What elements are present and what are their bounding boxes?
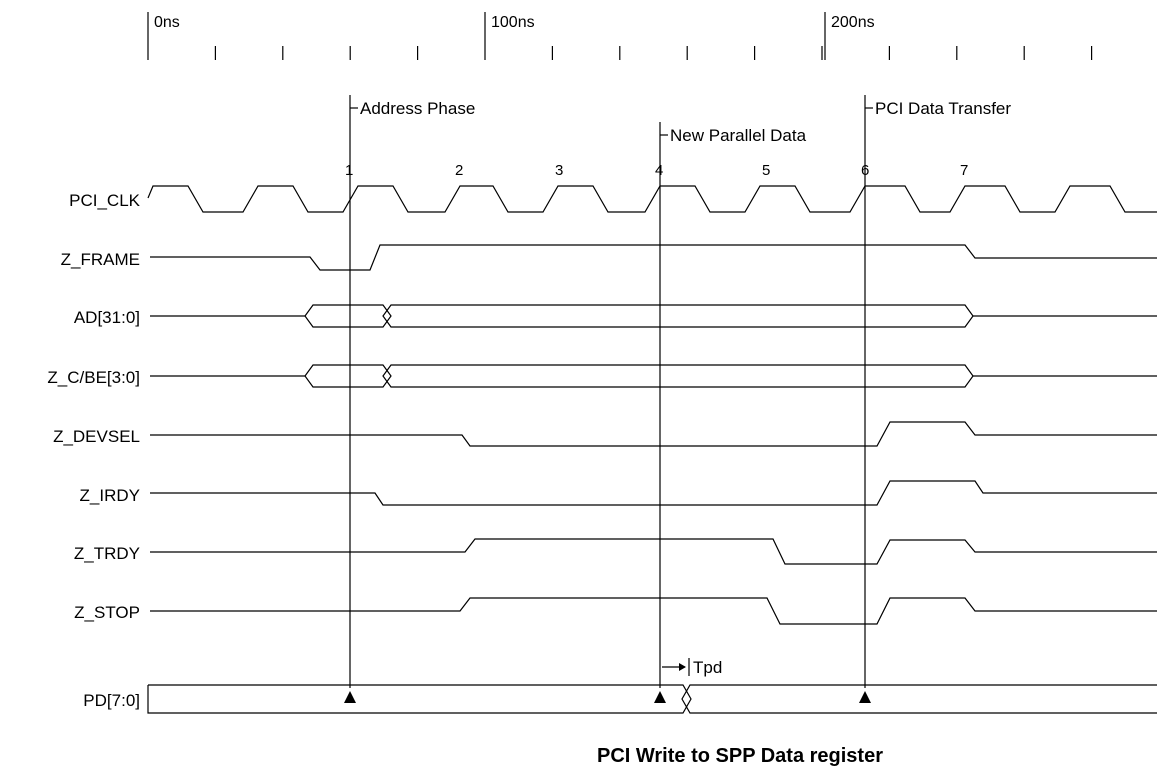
signal-label-pd: PD[7:0] <box>83 691 140 710</box>
pd-marker-3 <box>859 691 871 703</box>
marker-label-address-phase: Address Phase <box>360 99 475 118</box>
marker-label-pci-data-transfer: PCI Data Transfer <box>875 99 1011 118</box>
pd-segment-0 <box>147 684 692 714</box>
marker-label-new-parallel-data: New Parallel Data <box>670 126 807 145</box>
edge-label-6: 6 <box>861 162 869 179</box>
wave-z-devsel <box>150 421 1157 447</box>
cbe-segment-1 <box>304 364 392 388</box>
ruler-label-200ns: 200ns <box>831 14 875 31</box>
edge-label-2: 2 <box>455 162 463 179</box>
signal-label-pci-clk: PCI_CLK <box>69 191 141 210</box>
edge-label-3: 3 <box>555 162 563 179</box>
wave-z-stop <box>150 597 1157 625</box>
signal-label-z-trdy: Z_TRDY <box>74 544 140 563</box>
signal-label-z-devsel: Z_DEVSEL <box>53 427 140 446</box>
pd-segment-1 <box>681 684 1157 714</box>
tpd-label: Tpd <box>693 658 722 677</box>
edge-label-5: 5 <box>762 162 770 179</box>
ad-segment-2 <box>382 304 974 328</box>
signal-label-z-irdy: Z_IRDY <box>80 486 140 505</box>
clock-edge-labels: 1 2 3 4 5 6 7 <box>345 162 968 179</box>
wave-pci-clk <box>147 185 1157 213</box>
time-ruler: 0ns 100ns 200ns <box>147 12 1093 60</box>
tpd-annotation: Tpd <box>662 658 722 677</box>
waveforms <box>147 185 1157 714</box>
edge-label-4: 4 <box>655 162 663 179</box>
cbe-segment-2 <box>382 364 974 388</box>
pd-marker-2 <box>654 691 666 703</box>
edge-label-1: 1 <box>345 162 353 179</box>
wave-z-irdy <box>150 480 1157 506</box>
pd-marker-1 <box>344 691 356 703</box>
tpd-arrowhead <box>679 663 686 671</box>
diagram-title: PCI Write to SPP Data register <box>597 745 883 767</box>
ad-segment-1 <box>304 304 392 328</box>
ruler-label-0ns: 0ns <box>154 14 180 31</box>
signal-label-ad: AD[31:0] <box>74 308 140 327</box>
wave-cbe-bus <box>150 364 1157 388</box>
signal-labels: PCI_CLK Z_FRAME AD[31:0] Z_C/BE[3:0] Z_D… <box>47 191 140 710</box>
signal-label-z-stop: Z_STOP <box>74 603 140 622</box>
edge-label-7: 7 <box>960 162 968 179</box>
markers: Address Phase New Parallel Data PCI Data… <box>349 95 1011 688</box>
wave-ad-bus <box>150 304 1157 328</box>
wave-z-frame <box>150 244 1157 271</box>
ruler-minor-ticks <box>214 46 1093 60</box>
ruler-label-100ns: 100ns <box>491 14 535 31</box>
wave-z-trdy <box>150 538 1157 565</box>
signal-label-z-cbe: Z_C/BE[3:0] <box>47 368 140 387</box>
wave-pd-bus <box>147 684 1157 714</box>
signal-label-z-frame: Z_FRAME <box>61 250 140 269</box>
